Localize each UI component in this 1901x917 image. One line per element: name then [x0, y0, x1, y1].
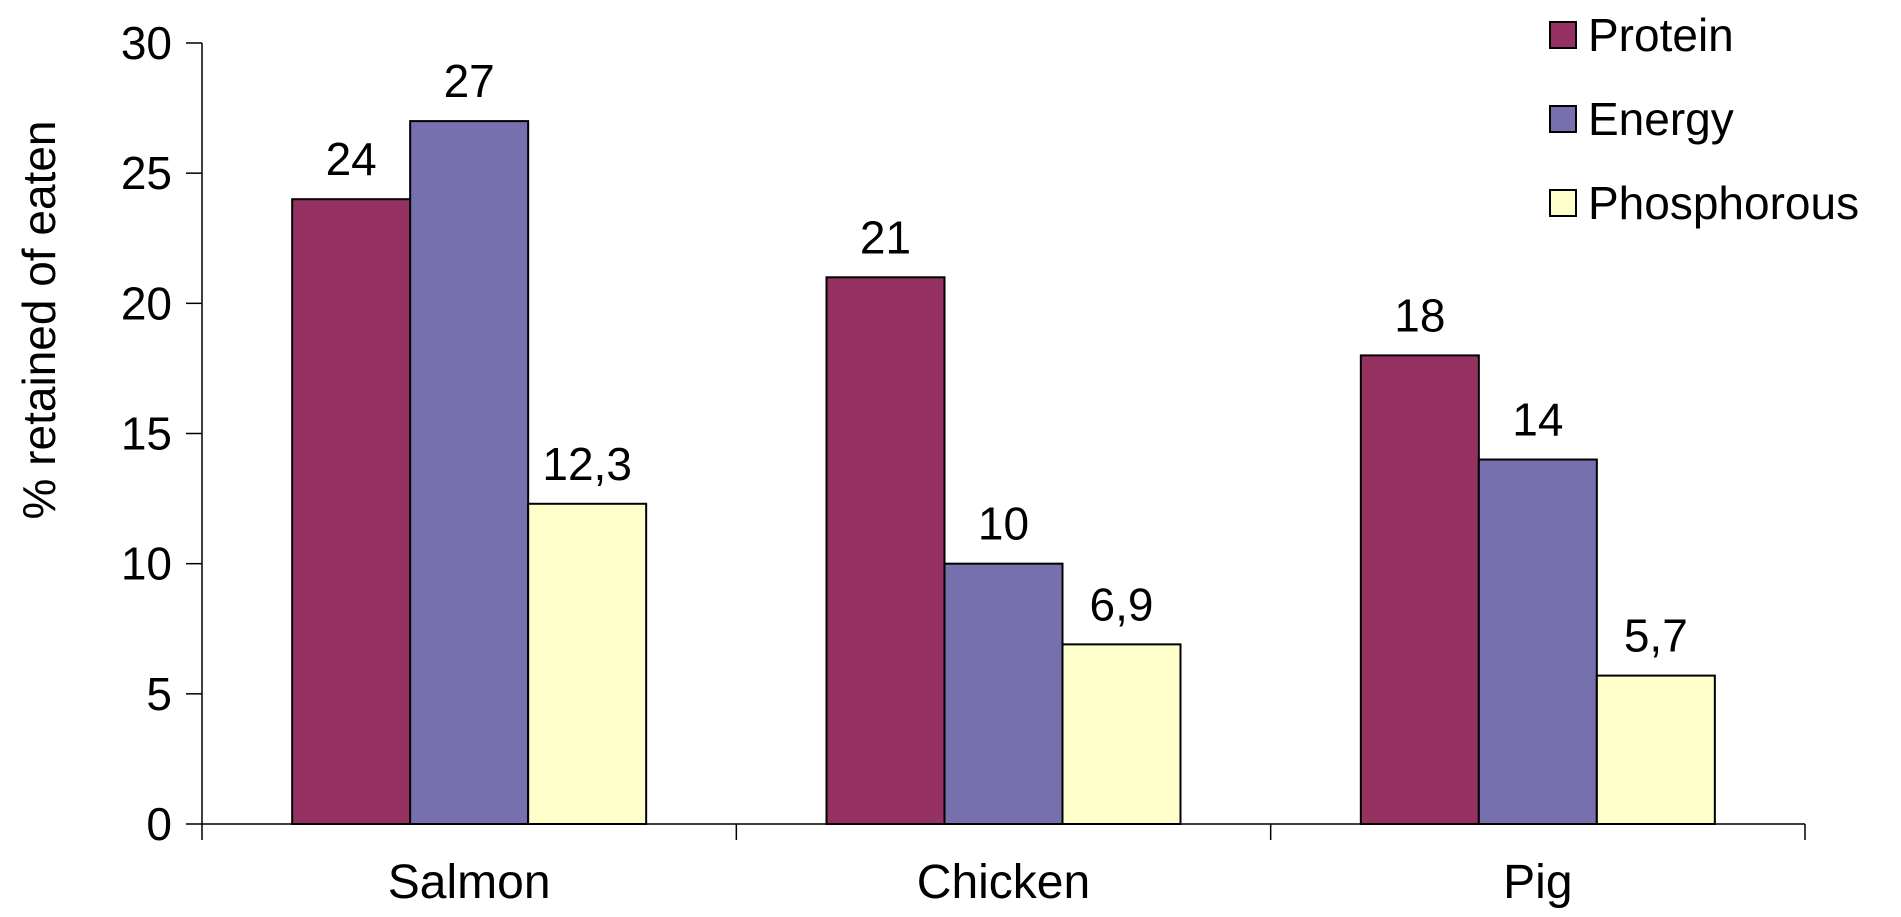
bar — [291, 198, 412, 825]
legend-swatch — [1549, 21, 1577, 49]
bar — [943, 562, 1064, 826]
y-tick-label: 25 — [121, 147, 172, 199]
data-label: 12,3 — [542, 438, 632, 490]
bar — [825, 276, 946, 825]
y-tick-label: 0 — [146, 798, 172, 850]
legend-label: Protein — [1588, 9, 1734, 61]
data-label: 5,7 — [1624, 610, 1688, 662]
data-labels: 24 27 12,3 21 10 6,9 18 14 5,7 — [326, 55, 1688, 662]
data-label: 27 — [444, 55, 495, 107]
axes: 0 5 10 15 20 25 30 Salmon Chicken Pig — [121, 17, 1806, 909]
legend-swatch — [1549, 105, 1577, 133]
bar — [409, 120, 530, 826]
y-tick-label: 15 — [121, 408, 172, 460]
x-category-label: Salmon — [388, 856, 551, 909]
bar — [1595, 674, 1716, 825]
bar — [1477, 458, 1598, 825]
legend-label: Phosphorous — [1588, 177, 1859, 229]
data-label: 24 — [326, 133, 377, 185]
legend-label: Energy — [1588, 93, 1734, 145]
data-label: 21 — [860, 211, 911, 263]
bar — [1061, 643, 1182, 825]
y-tick-label: 5 — [146, 668, 172, 720]
y-tick-label: 30 — [121, 17, 172, 69]
data-label: 10 — [978, 498, 1029, 550]
y-tick-label: 10 — [121, 538, 172, 590]
data-label: 18 — [1394, 289, 1445, 341]
x-category-label: Chicken — [917, 856, 1090, 909]
bars — [291, 120, 1716, 826]
y-axis-title: % retained of eaten — [13, 121, 65, 520]
data-label: 14 — [1512, 394, 1563, 446]
x-category-label: Pig — [1503, 856, 1572, 909]
y-tick-label: 20 — [121, 277, 172, 329]
data-label: 6,9 — [1090, 578, 1154, 630]
legend: Protein Energy Phosphorous — [1549, 9, 1859, 229]
bar — [527, 502, 648, 825]
legend-swatch — [1549, 189, 1577, 217]
bar — [1359, 354, 1480, 825]
